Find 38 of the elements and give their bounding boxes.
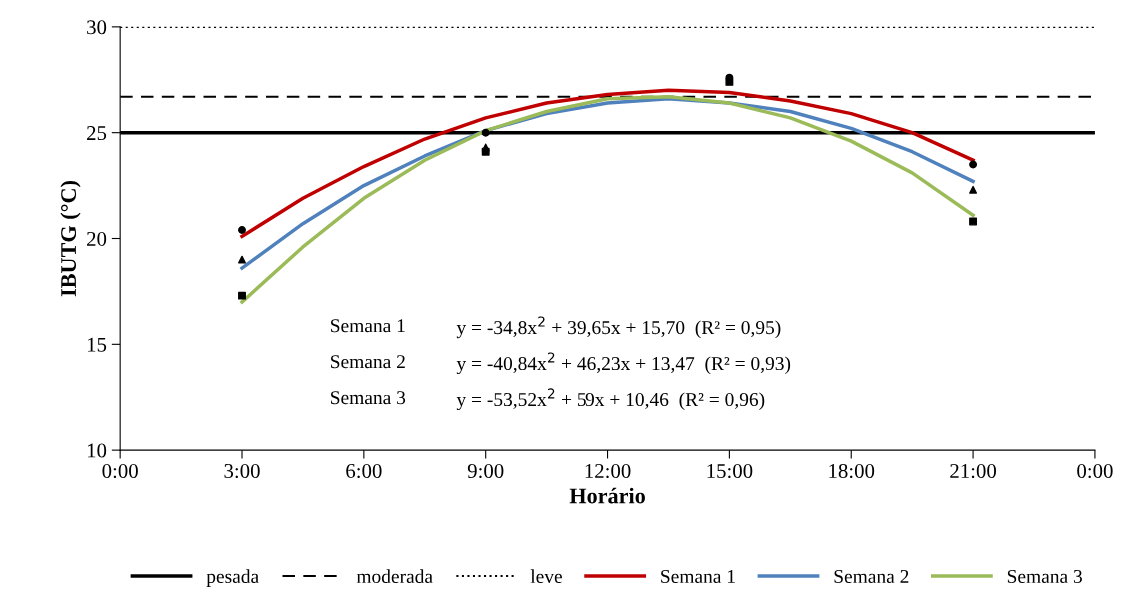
y-tick-label: 10 — [87, 443, 107, 458]
point — [969, 217, 978, 226]
y-tick-label: 30 — [87, 20, 107, 35]
point — [238, 226, 246, 234]
x-tick-label: 18:00 — [829, 463, 875, 479]
point — [969, 160, 978, 169]
legend-label: moderada — [356, 569, 433, 584]
x-tick-label: 3:00 — [224, 463, 260, 479]
legend-label: leve — [530, 569, 562, 584]
x-tick-label: 0:00 — [102, 463, 138, 479]
legend-label: Semana 1 — [661, 569, 735, 584]
x-tick-label: 15:00 — [707, 463, 753, 479]
annotation: Semana 1 — [331, 319, 405, 333]
point — [969, 185, 978, 194]
annotation: Semana 2 — [331, 355, 405, 369]
point — [238, 255, 246, 264]
y-tick-label: 15 — [87, 337, 107, 352]
legend-label: Semana 2 — [834, 569, 909, 584]
point — [481, 128, 490, 137]
x-tick-label: 21:00 — [950, 463, 997, 479]
line-series — [240, 88, 975, 239]
x-tick-label: 6:00 — [346, 463, 382, 479]
x-tick-label: 0:00 — [1077, 463, 1113, 479]
point — [238, 291, 246, 300]
legend-label: Semana 3 — [1007, 569, 1082, 584]
x-tick-label: 12:00 — [585, 463, 631, 479]
annotation: y = -40,84x$^{2}$ + 46,23x + 13,47 (R² = 0,93) — [456, 352, 791, 375]
x-axis-title: Horário — [569, 487, 645, 504]
y-tick-label: 25 — [87, 126, 107, 141]
annotation: y = -53,52x$^{2}$ + 59x + 10,46 (R² = 0,96) — [456, 388, 765, 411]
y-axis-title: IBUTG (°C) — [60, 181, 81, 297]
y-tick-label: 20 — [87, 231, 107, 246]
legend-label: pesada — [206, 569, 259, 587]
x-tick-label: 9:00 — [467, 463, 504, 479]
annotation: Semana 3 — [331, 391, 406, 405]
annotation: y = -34,8x$^{2}$ + 39,65x + 15,70 (R² = 0,95) — [456, 316, 781, 339]
line-series — [240, 94, 975, 304]
point — [481, 143, 490, 152]
